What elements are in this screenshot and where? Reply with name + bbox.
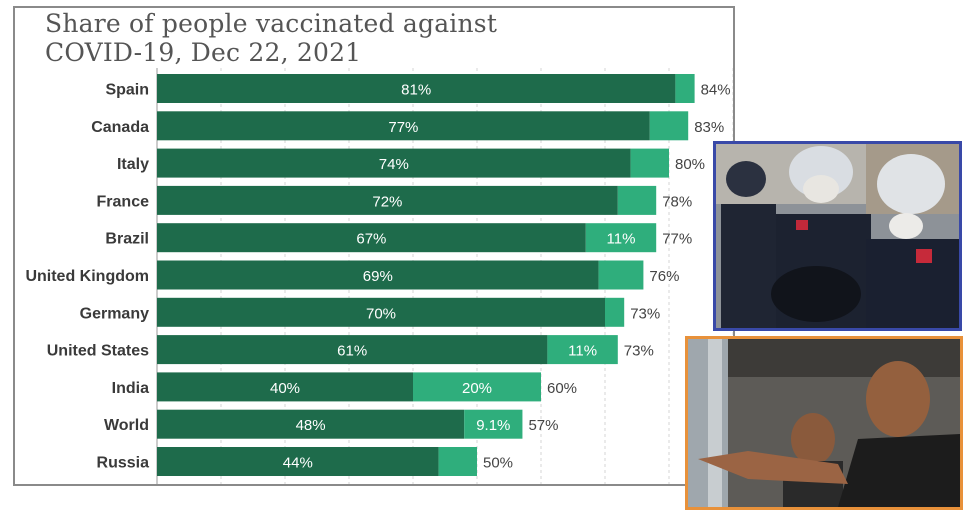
bar-total-label: 60% [547, 380, 577, 397]
bar-total-label: 78% [662, 193, 692, 210]
bar-partly-vaccinated [413, 372, 541, 402]
bar-fully-vaccinated [157, 111, 650, 141]
bar-fully-vaccinated [157, 297, 605, 327]
category-label: France [97, 193, 150, 210]
bar-fully-vaccinated [157, 185, 618, 215]
bar-value-label: 61% [337, 343, 367, 360]
category-label: United States [47, 343, 149, 360]
bar-total-label: 83% [694, 119, 724, 136]
bar-fully-vaccinated [157, 409, 465, 439]
bar-chart: Spain 81% 84% Canada 77% 83% Italy 74% 80% France… [25, 68, 733, 484]
category-label: Spain [105, 82, 149, 99]
bar-value-label: 69% [363, 268, 393, 285]
bar-total-label: 76% [649, 268, 679, 285]
bar-partly-vaccinated [605, 297, 625, 327]
category-label: Russia [97, 455, 150, 472]
category-label: India [112, 380, 149, 397]
police-photo [713, 141, 962, 331]
bar-fully-vaccinated [157, 335, 548, 365]
bar-partly-vaccinated [438, 447, 477, 476]
category-label: Germany [80, 305, 149, 322]
bar-value-label: 48% [296, 417, 326, 434]
category-label: Italy [117, 156, 149, 173]
bar-value-label: 20% [462, 380, 492, 397]
bar-value-label: 67% [356, 231, 386, 248]
bar-value-label: 70% [366, 305, 396, 322]
chart-panel: Share of people vaccinated against COVID… [13, 6, 735, 486]
bar-value-label: 44% [283, 455, 313, 472]
bar-partly-vaccinated [598, 260, 644, 290]
bar-total-label: 73% [624, 343, 654, 360]
category-label: Brazil [105, 231, 149, 248]
bar-partly-vaccinated [675, 74, 695, 103]
bar-partly-vaccinated [547, 335, 618, 365]
bar-total-label: 50% [483, 455, 513, 472]
man-pointing-photo-icon [688, 339, 960, 507]
bar-value-label: 9.1% [476, 417, 510, 434]
bar-total-label: 80% [675, 156, 705, 173]
bar-partly-vaccinated [649, 111, 689, 141]
bar-partly-vaccinated [617, 185, 657, 215]
bar-fully-vaccinated [157, 74, 676, 103]
bar-value-label: 77% [388, 119, 418, 136]
chart-title-line-1: Share of people vaccinated against [45, 9, 498, 38]
bar-fully-vaccinated [157, 223, 586, 253]
bar-partly-vaccinated [585, 223, 657, 253]
bar-total-label: 84% [701, 82, 731, 99]
bar-fully-vaccinated [157, 260, 599, 290]
category-label: World [104, 417, 149, 434]
bar-value-label: 11% [607, 231, 636, 248]
category-label: United Kingdom [25, 268, 149, 285]
category-label: Canada [91, 119, 149, 136]
bar-total-label: 57% [528, 417, 558, 434]
bar-fully-vaccinated [157, 447, 439, 476]
bar-fully-vaccinated [157, 372, 413, 402]
bar-value-label: 81% [401, 82, 431, 99]
bar-partly-vaccinated [630, 148, 669, 178]
police-officers-photo-icon [716, 144, 959, 328]
bar-fully-vaccinated [157, 148, 631, 178]
bar-value-label: 11% [568, 343, 597, 360]
man-pointing-photo [685, 336, 963, 510]
bar-partly-vaccinated [464, 409, 523, 439]
bar-total-label: 77% [662, 231, 692, 248]
bar-total-label: 73% [630, 305, 660, 322]
bar-value-label: 72% [372, 193, 402, 210]
bar-value-label: 74% [379, 156, 409, 173]
bar-value-label: 40% [270, 380, 300, 397]
chart-title-line-2: COVID-19, Dec 22, 2021 [45, 38, 362, 67]
